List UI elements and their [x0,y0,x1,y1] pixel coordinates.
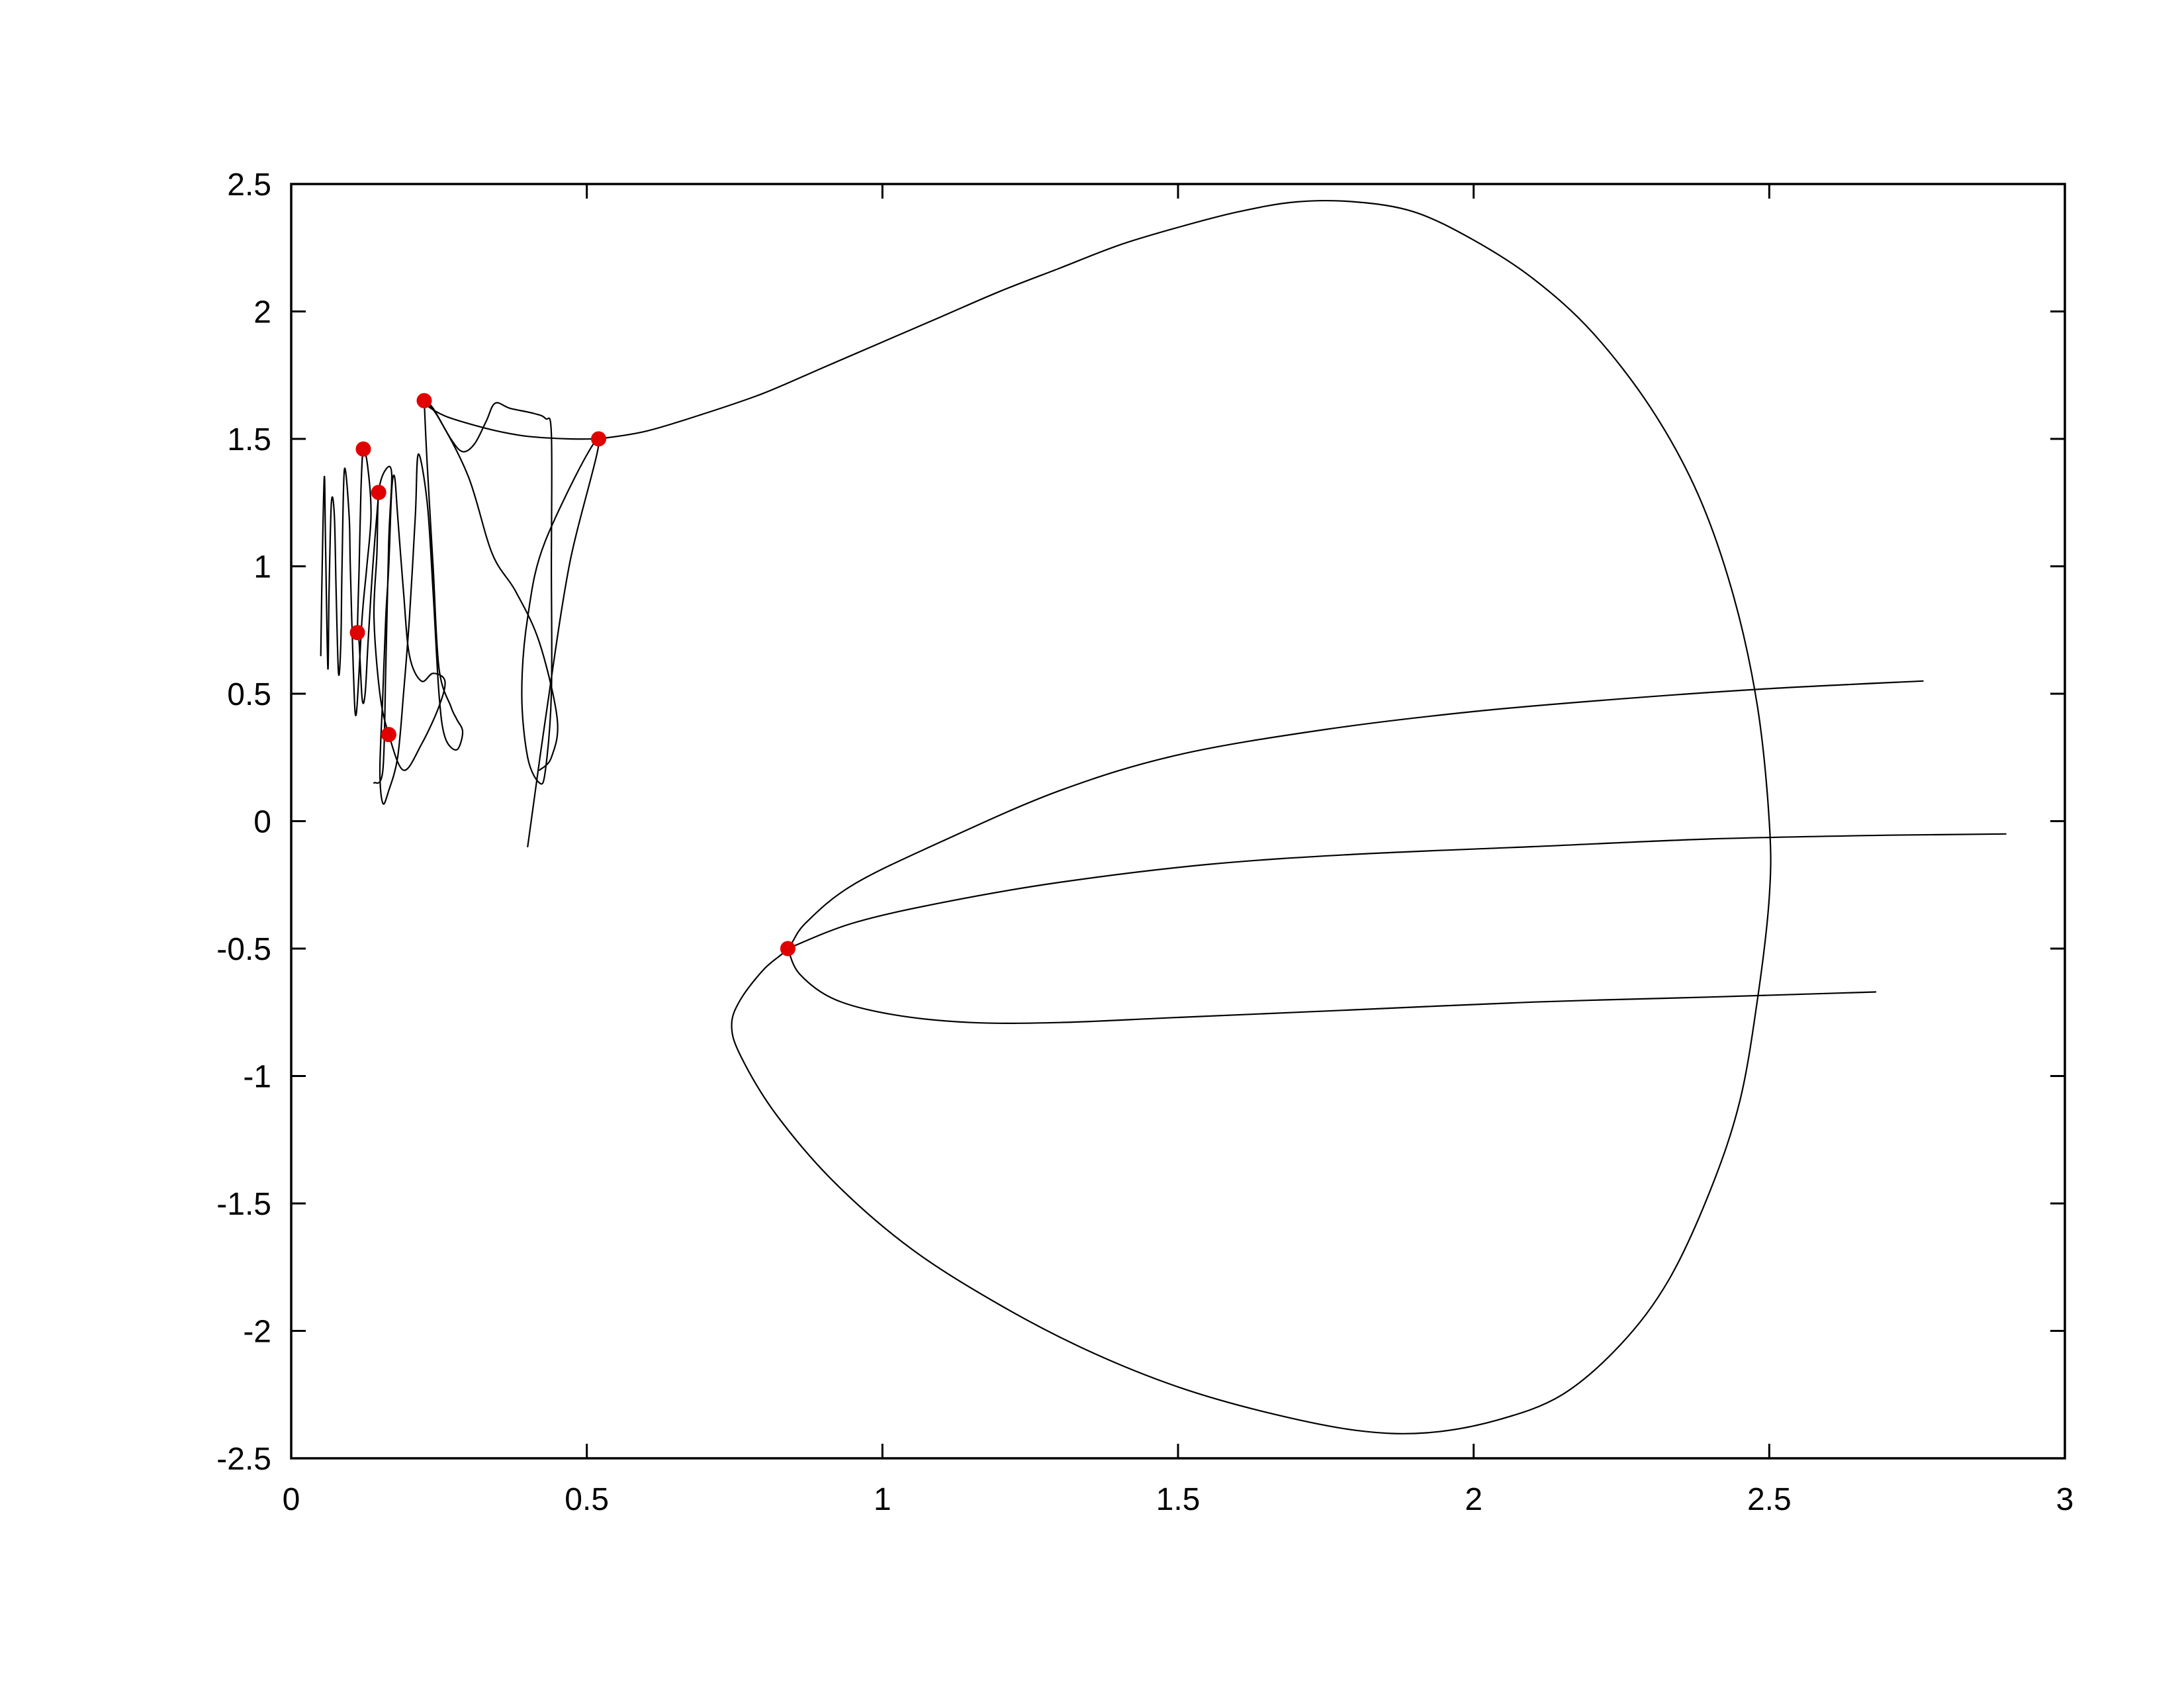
x-tick-label: 0 [283,1482,300,1517]
series-line-6 [373,400,464,805]
series-line-4 [423,400,600,848]
y-tick-label: -0.5 [216,932,271,967]
data-point-marker [371,485,387,500]
data-point-marker [355,441,371,457]
y-tick-label: 2 [253,295,271,330]
data-point-marker [381,727,396,743]
data-point-marker [780,941,796,957]
plot-frame [290,183,2066,1460]
tick-layer [290,183,2066,1460]
y-tick-label: 1.5 [227,422,271,457]
x-tick-label: 3 [2056,1482,2074,1517]
series-line-2 [787,833,2007,950]
series-line-5 [423,400,559,771]
marker-layer [349,393,796,957]
y-tick-label: 0 [253,805,271,840]
data-point-marker [349,625,365,641]
y-tick-label: -2.5 [216,1442,271,1477]
x-tick-label: 2 [1465,1482,1482,1517]
y-tick-label: -2 [243,1315,271,1350]
series-line-1 [598,199,1924,1434]
series-line-3 [787,947,1877,1024]
data-point-marker [591,431,607,447]
y-tick-label: 1 [253,550,271,585]
data-point-marker [416,393,432,408]
x-tick-label: 2.5 [1747,1482,1792,1517]
y-tick-label: -1.5 [216,1187,271,1222]
series-line-7 [320,447,380,717]
y-tick-label: -1 [243,1060,271,1095]
y-tick-label: 0.5 [227,677,271,712]
x-tick-label: 1 [874,1482,891,1517]
tick-label-layer: 0 0.5 1 1.5 2 2.5 3 -2.5 -2 -1.5 -1 -0.5 0 0.5 1 1.5 2 2.… [216,167,2073,1517]
x-tick-label: 1.5 [1156,1482,1201,1517]
y-tick-label: 2.5 [227,167,271,203]
x-tick-label: 0.5 [565,1482,609,1517]
curve-layer [320,199,2007,1434]
